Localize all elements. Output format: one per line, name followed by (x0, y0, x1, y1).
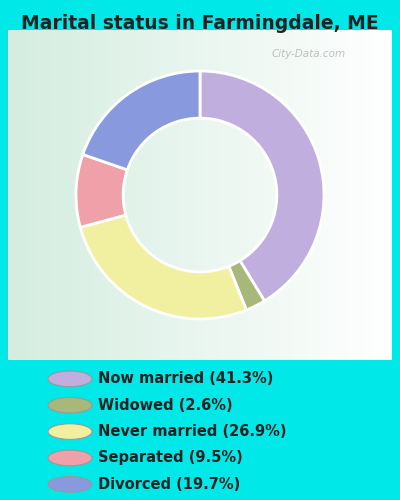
Wedge shape (229, 260, 264, 310)
Circle shape (48, 424, 92, 440)
Text: Widowed (2.6%): Widowed (2.6%) (98, 398, 233, 412)
Text: Now married (41.3%): Now married (41.3%) (98, 372, 273, 386)
Circle shape (48, 398, 92, 413)
Circle shape (48, 371, 92, 386)
Wedge shape (83, 71, 200, 170)
Wedge shape (76, 154, 127, 228)
Circle shape (48, 476, 92, 492)
Text: Separated (9.5%): Separated (9.5%) (98, 450, 243, 466)
Circle shape (48, 450, 92, 466)
Text: City-Data.com: City-Data.com (272, 50, 346, 59)
Text: Never married (26.9%): Never married (26.9%) (98, 424, 286, 439)
Text: Marital status in Farmingdale, ME: Marital status in Farmingdale, ME (21, 14, 379, 33)
Wedge shape (200, 71, 324, 301)
Text: Divorced (19.7%): Divorced (19.7%) (98, 477, 240, 492)
Wedge shape (80, 215, 246, 319)
